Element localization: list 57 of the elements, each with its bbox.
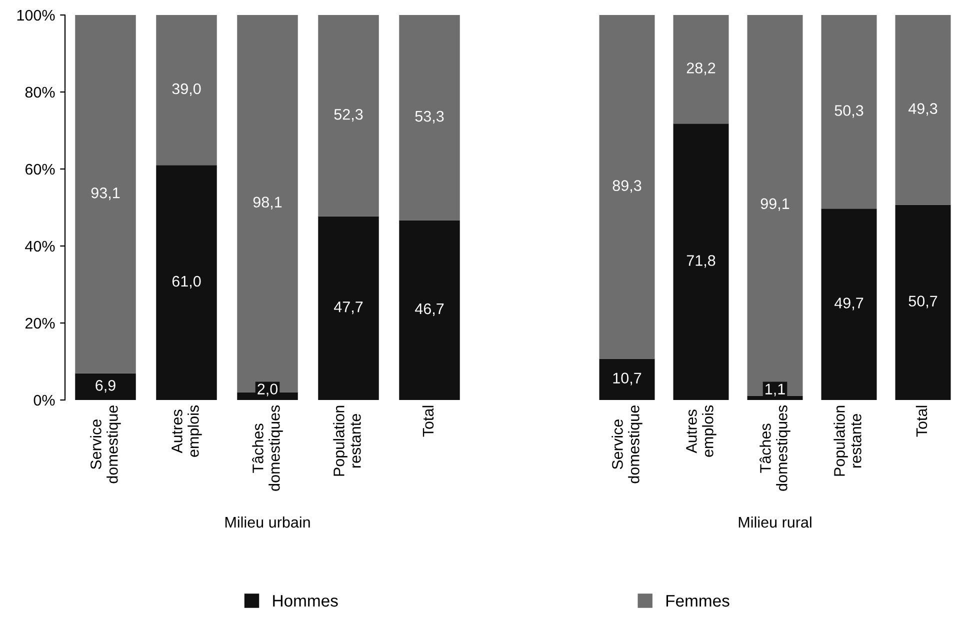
data-label: 50,7 (908, 296, 938, 308)
x-tick-label: Total (916, 406, 928, 437)
data-label: 53,3 (415, 110, 444, 124)
data-label: 99,1 (760, 198, 790, 211)
y-tick-label: 20% (25, 318, 55, 329)
data-label: 49,3 (908, 103, 938, 116)
data-label: 98,1 (253, 196, 282, 210)
x-tick-label: Service domestique (90, 406, 121, 484)
data-label: 6,9 (96, 380, 116, 393)
legend-label: Femmes (666, 595, 730, 607)
bar (399, 220, 460, 400)
x-tick-label: Total (422, 406, 434, 437)
x-tick-label: Tâches domestiques (760, 405, 790, 491)
bar (318, 15, 379, 216)
data-label: 39,0 (172, 83, 201, 96)
data-label: 10,7 (613, 372, 642, 386)
bar (75, 373, 136, 400)
x-axis-title: Milieu rural (738, 516, 812, 528)
data-label: 61,0 (172, 276, 201, 288)
bar (599, 15, 655, 359)
bar (821, 15, 877, 209)
bar (821, 208, 877, 400)
data-label: 28,2 (686, 62, 716, 76)
data-label: 1,1 (766, 384, 785, 396)
y-tick-label: 60% (25, 164, 55, 175)
data-label: 46,7 (414, 303, 444, 316)
data-label: 71,8 (686, 255, 716, 268)
x-tick-label: Autres emplois (172, 405, 202, 457)
bar (673, 124, 729, 400)
data-label: 89,3 (612, 180, 642, 193)
bar (673, 15, 729, 124)
legend-label: Hommes (273, 595, 338, 607)
bar (895, 15, 951, 205)
data-label: 52,3 (334, 108, 363, 122)
y-tick-label: 80% (25, 86, 55, 98)
data-label: 93,1 (91, 188, 120, 200)
data-label: 49,7 (834, 298, 864, 310)
data-label: 47,7 (334, 302, 363, 314)
x-tick-label: Service domestique (612, 406, 642, 484)
bar (399, 15, 460, 220)
x-tick-label: Tâches domestiques (252, 405, 283, 491)
data-label: 2,0 (258, 384, 278, 396)
x-tick-label: Population restante (834, 406, 862, 476)
y-tick-label: 40% (25, 240, 55, 252)
x-tick-label: Autres emplois (686, 405, 716, 457)
bar (895, 204, 951, 400)
bar (156, 15, 217, 166)
y-tick-label: 100% (17, 10, 55, 21)
bar (599, 358, 655, 400)
bar (318, 216, 379, 400)
data-label: 50,3 (834, 105, 864, 118)
x-axis-title: Milieu urbain (225, 516, 310, 528)
bar (156, 165, 217, 400)
bar (747, 15, 803, 396)
x-tick-label: Population restante (333, 406, 361, 476)
bar (75, 15, 136, 374)
y-tick-label: 0% (34, 394, 55, 406)
